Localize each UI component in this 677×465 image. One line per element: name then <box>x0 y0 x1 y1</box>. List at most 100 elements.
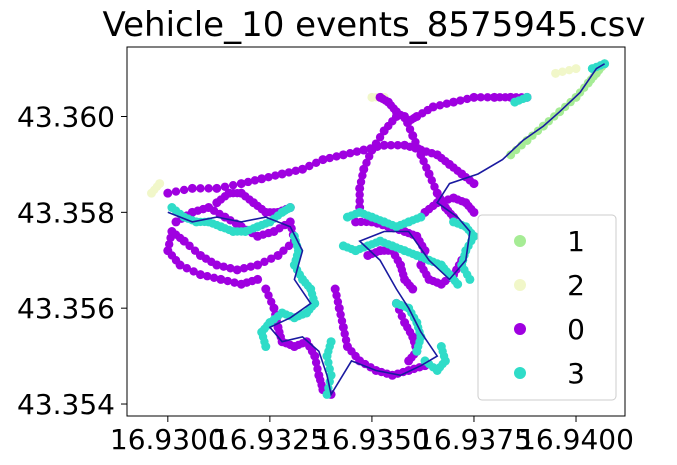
point-series-0 <box>220 182 230 191</box>
point-series-0 <box>456 96 465 105</box>
point-series-0 <box>236 179 246 189</box>
point-series-3 <box>322 389 332 399</box>
point-series-0 <box>325 153 334 163</box>
point-series-3 <box>412 346 422 356</box>
point-series-3 <box>522 92 532 102</box>
point-series-3 <box>325 364 334 374</box>
point-series-0 <box>375 133 385 142</box>
point-series-3 <box>453 279 463 289</box>
point-series-0 <box>223 276 232 286</box>
point-series-0 <box>340 329 349 338</box>
legend-label: 3 <box>567 357 585 390</box>
point-series-0 <box>330 284 340 294</box>
point-series-0 <box>298 164 308 174</box>
point-series-0 <box>228 180 238 190</box>
point-series-0 <box>427 176 436 185</box>
point-series-0 <box>355 196 364 206</box>
point-series-3 <box>436 342 446 352</box>
point-series-0 <box>352 147 362 156</box>
y-axis: 43.354 43.356 43.358 43.360 <box>17 100 127 421</box>
x-tick-label: 16.9350 <box>314 423 430 456</box>
point-series-0 <box>232 265 242 275</box>
point-series-0 <box>311 358 321 367</box>
point-series-3 <box>600 59 610 69</box>
point-series-0 <box>195 270 205 280</box>
point-series-0 <box>476 93 485 102</box>
y-tick-label: 43.360 <box>17 100 115 133</box>
point-series-3 <box>261 342 271 352</box>
point-series-0 <box>408 284 418 294</box>
point-series-0 <box>267 254 276 263</box>
point-series-0 <box>311 158 321 168</box>
point-series-0 <box>273 250 283 260</box>
point-series-0 <box>285 217 295 227</box>
point-series-0 <box>359 164 369 174</box>
y-tick-label: 43.358 <box>17 196 115 229</box>
point-series-0 <box>239 264 249 273</box>
point-series-0 <box>284 241 294 251</box>
point-series-0 <box>305 161 314 171</box>
point-series-0 <box>250 176 260 185</box>
point-series-0 <box>219 262 228 271</box>
legend-label: 0 <box>567 313 585 346</box>
point-series-0 <box>358 171 367 180</box>
point-series-0 <box>253 274 263 284</box>
point-series-0 <box>269 303 279 313</box>
point-series-0 <box>379 140 389 150</box>
point-series-0 <box>428 102 438 112</box>
point-series-0 <box>364 152 374 161</box>
point-series-0 <box>355 183 365 193</box>
point-series-0 <box>230 278 239 287</box>
point-series-0 <box>260 257 269 267</box>
point-series-0 <box>171 187 181 196</box>
point-series-0 <box>338 322 348 332</box>
point-series-0 <box>411 137 420 147</box>
point-series-0 <box>462 94 472 104</box>
point-series-0 <box>257 174 267 184</box>
point-series-3 <box>326 337 336 347</box>
point-series-0 <box>345 149 355 158</box>
chart-title: Vehicle_10 events_8575945.csv <box>103 5 646 45</box>
point-series-0 <box>371 139 381 148</box>
series-3 <box>167 59 610 399</box>
legend-label: 2 <box>567 269 585 302</box>
legend-marker <box>514 235 526 247</box>
point-series-0 <box>469 207 479 217</box>
point-series-0 <box>386 141 396 150</box>
point-series-0 <box>442 99 451 108</box>
point-series-0 <box>243 177 253 187</box>
point-series-0 <box>226 264 235 273</box>
point-series-0 <box>167 227 177 236</box>
point-series-2 <box>155 179 165 189</box>
point-series-0 <box>271 171 280 180</box>
point-series-0 <box>483 93 492 102</box>
point-series-0 <box>469 179 479 189</box>
point-series-0 <box>291 166 300 175</box>
point-series-0 <box>332 291 341 300</box>
point-series-0 <box>203 272 212 281</box>
point-series-3 <box>285 203 295 213</box>
point-series-0 <box>212 183 222 193</box>
plot-frame <box>126 46 626 417</box>
point-series-0 <box>204 184 213 193</box>
point-series-0 <box>216 274 226 284</box>
plot-area <box>146 59 610 399</box>
point-series-3 <box>465 274 475 284</box>
point-series-0 <box>469 92 479 102</box>
route-line <box>167 63 606 397</box>
legend: 1 2 0 3 <box>477 214 617 401</box>
point-series-0 <box>310 351 320 361</box>
point-series-0 <box>182 264 192 273</box>
point-series-0 <box>190 246 200 255</box>
point-series-0 <box>355 190 364 199</box>
point-series-0 <box>284 168 294 177</box>
point-series-0 <box>419 157 428 166</box>
point-series-2 <box>565 65 574 75</box>
point-series-0 <box>379 126 389 136</box>
legend-marker <box>514 279 526 291</box>
point-series-0 <box>163 188 173 198</box>
x-tick-label: 16.9325 <box>212 423 328 456</box>
point-series-0 <box>338 150 348 160</box>
point-series-0 <box>196 184 205 193</box>
